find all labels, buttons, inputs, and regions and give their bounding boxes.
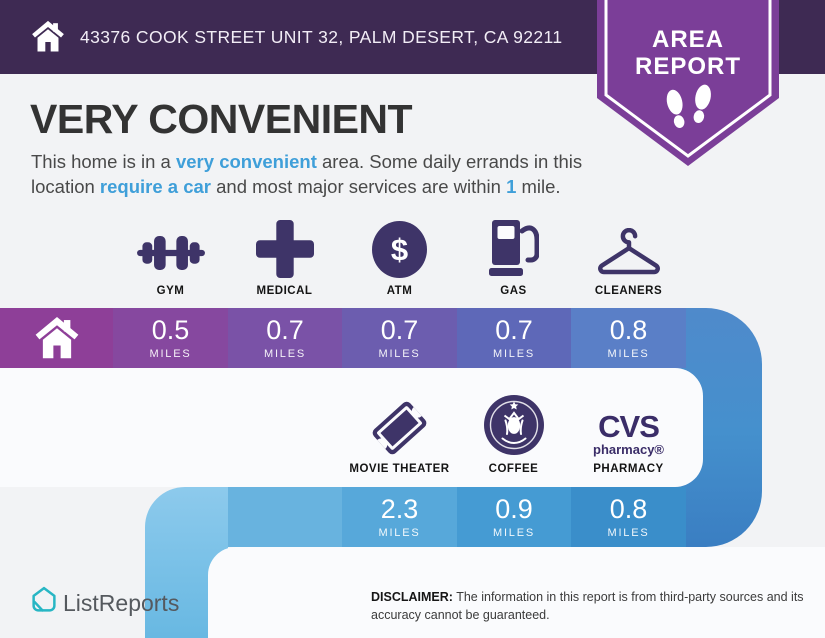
amenity-label: MOVIE THEATER: [349, 463, 450, 475]
distance-value: 0.7: [380, 314, 419, 345]
para-text-1: This home is in a: [31, 151, 176, 172]
amenity-gas: GAS: [454, 216, 573, 297]
property-address: 43376 COOK STREET UNIT 32, PALM DESERT, …: [80, 26, 563, 47]
disclaimer-label: DISCLAIMER:: [371, 590, 453, 604]
para-text-4: mile.: [516, 176, 561, 198]
distance-value: 0.5: [151, 314, 190, 345]
middle-white-card: [0, 368, 703, 487]
amenity-coffee: COFFEE: [454, 392, 573, 475]
amenity-atm: $ ATM: [340, 216, 459, 297]
page-title: VERY CONVENIENT: [30, 96, 413, 142]
home-icon: [32, 20, 64, 52]
ribbon-home-segment: [0, 308, 113, 368]
distance-unit: MILES: [607, 526, 650, 539]
medical-cross-icon: [255, 220, 314, 278]
cvs-logo: CVS pharmacy®: [593, 411, 664, 456]
amenity-movie-theater: MOVIE THEATER: [340, 392, 459, 475]
amenity-gym: GYM: [111, 216, 230, 297]
amenity-label: ATM: [386, 285, 413, 297]
ribbon-spacer-segment: [228, 487, 342, 547]
cvs-pharmacy-text: pharmacy®: [593, 442, 664, 457]
badge-line2: REPORT: [635, 53, 741, 80]
amenity-label: PHARMACY: [593, 463, 664, 475]
distance-unit: MILES: [149, 347, 192, 360]
summary-paragraph: This home is in a very convenient area. …: [31, 149, 606, 199]
distance-unit: MILES: [492, 347, 535, 360]
amenity-label: GYM: [156, 285, 185, 297]
distance-segment-coffee: 0.9 MILES: [457, 487, 571, 547]
dumbbell-icon: [136, 236, 205, 270]
area-report-badge: AREA REPORT: [597, 0, 779, 166]
amenity-pharmacy: CVS pharmacy® PHARMACY: [569, 392, 688, 475]
distance-segment-gas: 0.7 MILES: [457, 308, 571, 368]
distance-segment-pharmacy: 0.8 MILES: [571, 487, 686, 547]
para-highlight-1: very convenient: [175, 151, 317, 172]
footprints-icon: [666, 84, 711, 128]
amenity-label: COFFEE: [488, 463, 539, 475]
hanger-icon: [597, 228, 660, 275]
amenity-label: MEDICAL: [256, 285, 313, 297]
distance-segment-movie-theater: 2.3 MILES: [342, 487, 457, 547]
gas-pump-icon: [488, 220, 539, 276]
ticket-icon: [369, 396, 431, 457]
disclaimer: DISCLAIMER: The information in this repo…: [371, 589, 821, 625]
distance-unit: MILES: [263, 347, 306, 360]
amenity-cleaners: CLEANERS: [569, 216, 688, 297]
dollar-circle-icon: $: [372, 221, 427, 278]
listreports-brand-text: ListReports: [63, 590, 180, 616]
distance-unit: MILES: [492, 526, 535, 539]
amenity-medical: MEDICAL: [225, 216, 344, 297]
para-text-3: and most major services are within: [210, 176, 507, 198]
cvs-logo-text: CVS: [598, 409, 660, 444]
starbucks-logo-icon: [483, 395, 544, 455]
amenity-label: GAS: [500, 285, 527, 297]
amenity-label: CLEANERS: [594, 285, 663, 297]
distance-value: 0.9: [495, 493, 533, 524]
para-highlight-2: require a car: [99, 176, 211, 198]
distance-value: 0.8: [609, 493, 648, 524]
distance-unit: MILES: [378, 526, 421, 539]
badge-line1: AREA: [652, 26, 724, 53]
distance-value: 0.7: [495, 314, 533, 345]
distance-segment-medical: 0.7 MILES: [228, 308, 342, 368]
home-icon: [35, 317, 78, 359]
bottom-white-card: [208, 547, 825, 638]
listreports-logo-icon: [32, 586, 56, 612]
distance-segment-cleaners: 0.8 MILES: [571, 308, 686, 368]
distance-segment-gym: 0.5 MILES: [113, 308, 228, 368]
distance-segment-atm: 0.7 MILES: [342, 308, 457, 368]
distance-value: 0.7: [266, 314, 304, 345]
disclaimer-line1: The information in this report is from t…: [452, 590, 804, 604]
distance-unit: MILES: [378, 347, 421, 360]
distance-unit: MILES: [607, 347, 650, 360]
para-text-2: area. Some daily errands in this locatio…: [31, 151, 583, 198]
distance-value: 2.3: [380, 493, 419, 524]
dollar-symbol: $: [390, 231, 409, 267]
para-highlight-3: 1: [506, 176, 517, 198]
disclaimer-line2: accuracy cannot be guaranteed.: [371, 607, 550, 622]
distance-value: 0.8: [609, 314, 648, 345]
